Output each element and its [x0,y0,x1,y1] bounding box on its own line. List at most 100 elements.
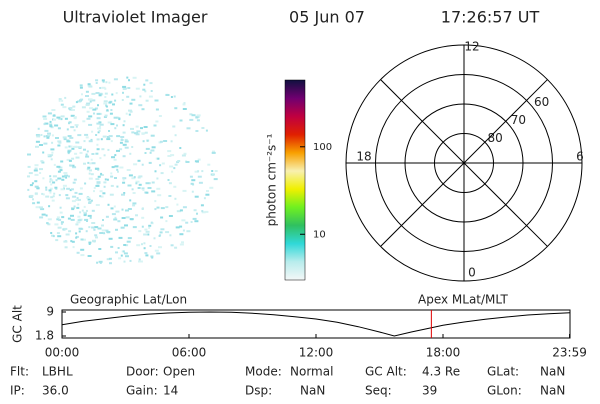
pixel [95,204,100,206]
pixel [135,180,140,183]
pixel [41,192,44,195]
pixel [29,194,34,197]
pixel [182,206,187,209]
pixel [145,99,149,102]
pixel [112,103,115,106]
pixel [91,209,95,212]
pixel [106,109,109,112]
pixel [113,218,118,221]
pixel [58,218,62,221]
pixel [109,193,114,196]
pixel [157,194,162,197]
pixel [56,218,60,221]
pixel [105,215,109,218]
pixel [142,140,145,143]
pixel [131,177,136,180]
pixel [189,175,193,178]
pixel [137,159,141,162]
pixel [75,232,78,235]
pixel [83,148,86,151]
pixel [75,101,78,104]
pixel [170,96,173,98]
pixel [43,118,48,120]
pixel [85,90,89,93]
pixel [172,125,176,128]
pixel [115,92,118,95]
pixel [71,208,75,211]
pixel [47,218,52,221]
pixel [36,187,40,190]
pixel [107,148,110,151]
pixel [79,187,83,190]
pixel [201,211,206,214]
alt-plot-frame [61,309,571,339]
pixel [114,127,117,130]
info-value: Open [163,365,195,379]
pixel [64,246,68,249]
time: 17:26:57 UT [441,8,540,27]
pixel [159,140,163,143]
pixel [138,260,140,263]
pixel [42,177,45,180]
pixel [177,160,181,162]
pixel [60,221,64,224]
pixel [35,134,40,137]
pixel [108,257,112,260]
pixel [183,152,187,155]
pixel [94,234,98,237]
pixel [86,150,89,153]
pixel [69,145,73,148]
pixel [138,183,142,186]
pixel [42,151,45,154]
pixel [125,112,128,115]
pixel [123,260,126,263]
pixel [156,177,159,180]
pixel [198,181,203,184]
pixel [138,258,141,261]
pixel [65,194,69,197]
mlt-label: 0 [468,266,476,280]
pixel [39,144,43,146]
pixel [75,235,79,238]
pixel [63,138,67,141]
pixel [101,148,105,151]
pixel [114,154,117,157]
pixel [137,187,141,189]
pixel [71,200,76,203]
pixel [123,252,128,255]
pixel [27,165,31,168]
pixel [64,146,68,149]
pixel [70,126,75,129]
pixel [42,115,47,118]
pixel [81,106,86,109]
pixel [35,145,39,148]
pixel [56,165,61,168]
pixel [133,163,138,166]
pixel [70,218,75,221]
pixel [137,176,141,179]
pixel [132,202,137,205]
pixel [116,135,121,138]
pixel [51,199,55,202]
pixel [89,216,92,219]
pixel [185,221,189,224]
pixel [186,230,191,233]
pixel [98,248,102,250]
pixel [67,217,71,220]
pixel [35,206,40,209]
pixel [86,117,91,120]
pixel [31,182,34,185]
pixel [116,124,118,127]
pixel [182,189,187,192]
pixel [154,170,157,173]
pixel [109,262,112,265]
pixel [111,156,115,159]
pixel [179,225,183,228]
pixel [45,195,50,198]
pixel [127,237,132,240]
pixel [56,232,60,235]
pixel [36,135,41,138]
pixel [141,207,144,210]
pixel [91,153,95,155]
pixel [58,141,62,144]
